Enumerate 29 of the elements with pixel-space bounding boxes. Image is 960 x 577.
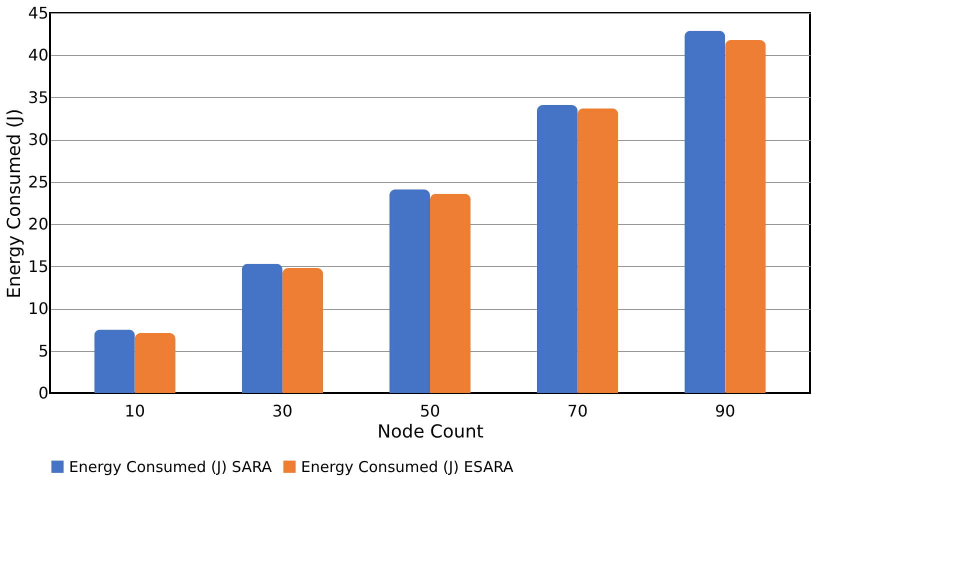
x-tick-label: 90 <box>714 402 736 420</box>
legend-label: Energy Consumed (J) SARA <box>69 458 273 476</box>
y-tick-label: 5 <box>38 341 48 360</box>
y-tick-label: 40 <box>28 46 48 65</box>
bar <box>389 189 430 393</box>
y-axis-title: Energy Consumed (J) <box>4 108 26 298</box>
x-tick-label: 70 <box>567 402 588 420</box>
y-tick-label: 45 <box>28 4 48 22</box>
bar <box>725 40 766 393</box>
y-tick-label: 30 <box>28 130 48 150</box>
x-tick-label: 50 <box>420 402 440 420</box>
legend-label: Energy Consumed (J) ESARA <box>301 458 514 476</box>
x-axis-title: Node Count <box>377 422 484 442</box>
bar <box>282 268 324 393</box>
bar <box>430 194 471 393</box>
y-tick-label: 25 <box>28 172 48 192</box>
y-tick-label: 20 <box>28 214 48 234</box>
bar <box>94 330 135 393</box>
y-tick-label: 35 <box>28 88 48 107</box>
bar <box>536 105 578 393</box>
bar <box>242 264 282 393</box>
x-tick-label: 10 <box>124 402 146 420</box>
y-tick-label: 0 <box>38 384 48 402</box>
bar <box>684 30 726 393</box>
y-tick-label: 10 <box>28 299 48 318</box>
bar <box>578 108 618 393</box>
x-tick-label: 30 <box>272 402 293 420</box>
bar <box>134 333 176 393</box>
y-tick-label: 15 <box>28 256 48 276</box>
